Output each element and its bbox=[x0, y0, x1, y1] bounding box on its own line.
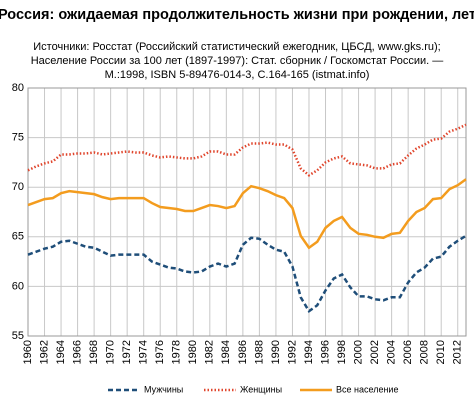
plot-border bbox=[27, 87, 467, 337]
y-tick-label: 70 bbox=[12, 181, 24, 193]
x-tick-label: 1998 bbox=[336, 340, 348, 364]
y-tick-label: 55 bbox=[12, 330, 24, 342]
subtitle: Источники: Росстат (Российский статистич… bbox=[33, 41, 440, 53]
x-tick-label: 2004 bbox=[386, 340, 398, 364]
x-tick-label: 1972 bbox=[121, 340, 133, 364]
chart-title: Россия: ожидаемая продолжительность жизн… bbox=[0, 7, 474, 23]
x-tick-label: 2012 bbox=[452, 340, 464, 364]
legend-label: Все население bbox=[336, 384, 398, 394]
x-tick-label: 1966 bbox=[71, 340, 83, 364]
x-tick-label: 1984 bbox=[220, 340, 232, 364]
y-tick-label: 80 bbox=[12, 82, 24, 94]
x-tick-label: 2008 bbox=[419, 340, 431, 364]
x-tick-label: 1988 bbox=[253, 340, 265, 364]
x-tick-label: 2000 bbox=[352, 340, 364, 364]
y-tick-label: 65 bbox=[12, 231, 24, 243]
x-tick-label: 1960 bbox=[22, 340, 34, 364]
x-tick-label: 2010 bbox=[435, 340, 447, 364]
x-tick-label: 1980 bbox=[187, 340, 199, 364]
x-tick-label: 1968 bbox=[88, 340, 100, 364]
x-tick-label: 1974 bbox=[138, 340, 150, 364]
x-tick-label: 1976 bbox=[154, 340, 166, 364]
x-tick-label: 1996 bbox=[319, 340, 331, 364]
legend-label: Женщины bbox=[240, 384, 282, 394]
subtitle: Население России за 100 лет (1897-1997):… bbox=[31, 55, 444, 67]
x-tick-label: 1962 bbox=[38, 340, 50, 364]
legend-label: Мужчины bbox=[144, 384, 183, 394]
x-tick-label: 1970 bbox=[105, 340, 117, 364]
series-line bbox=[27, 234, 467, 314]
y-tick-label: 75 bbox=[12, 132, 24, 144]
x-tick-label: 1964 bbox=[55, 340, 67, 364]
x-tick-label: 2006 bbox=[402, 340, 414, 364]
x-tick-label: 1990 bbox=[270, 340, 282, 364]
x-tick-label: 1982 bbox=[204, 340, 216, 364]
y-tick-label: 60 bbox=[12, 280, 24, 292]
x-tick-label: 1992 bbox=[286, 340, 298, 364]
x-tick-label: 1986 bbox=[237, 340, 249, 364]
x-tick-label: 1978 bbox=[171, 340, 183, 364]
series-line bbox=[27, 123, 467, 177]
x-tick-label: 1994 bbox=[303, 340, 315, 364]
x-tick-label: 2002 bbox=[369, 340, 381, 364]
series-line bbox=[27, 178, 467, 250]
subtitle: М.:1998, ISBN 5-89476-014-3, С.164-165 (… bbox=[105, 69, 370, 81]
